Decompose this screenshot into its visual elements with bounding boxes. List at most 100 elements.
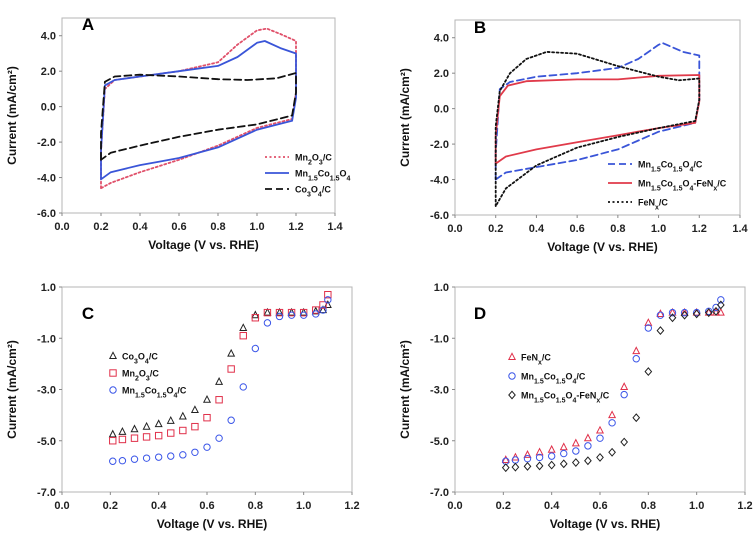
legend-c-3-marker <box>109 386 117 394</box>
data-point <box>656 311 665 319</box>
data-point <box>215 434 223 442</box>
data-point <box>680 308 689 317</box>
panel-label-d: D <box>474 304 486 323</box>
data-point <box>263 319 272 327</box>
data-point <box>680 307 689 316</box>
series-d-1 <box>501 307 725 464</box>
data-point <box>656 309 665 317</box>
series-d-2 <box>502 296 725 465</box>
data-point <box>324 290 332 299</box>
data-point <box>239 383 247 391</box>
y-tick-label: -2.0 <box>430 139 449 151</box>
data-point <box>312 306 320 314</box>
legend-b-2: Mn1.5Co1.5O4-FeNx/C <box>608 179 727 193</box>
data-point <box>263 307 272 316</box>
y-axis-label: Current (mA/cm²) <box>398 68 412 167</box>
data-point <box>190 405 199 414</box>
series-c-2 <box>109 290 332 445</box>
y-tick-label: 4.0 <box>41 31 56 43</box>
x-tick-label: 0.4 <box>132 221 148 233</box>
x-tick-label: 0.8 <box>248 500 263 512</box>
data-point <box>251 314 260 322</box>
panel-a: 0.0 0.2 0.4 0.6 0.8 1.0 1.2 1.4 4.0 2.0 0.0 -2.0 -4.… <box>5 15 350 252</box>
legend-d-1-marker <box>507 352 517 361</box>
data-point <box>227 365 235 373</box>
legend-d-2-label: Mn1.5Co1.5O4/C <box>521 372 586 386</box>
series-a-3-curve <box>100 72 297 161</box>
data-point <box>644 318 653 326</box>
legend-b-2-label: Mn1.5Co1.5O4-FeNx/C <box>638 179 727 193</box>
data-point <box>584 442 592 450</box>
y-tick-label: -5.0 <box>37 436 56 448</box>
x-tick-label: 0.2 <box>93 221 108 233</box>
data-point <box>109 437 117 445</box>
y-tick-label: 2.0 <box>434 68 449 80</box>
data-point <box>511 462 520 472</box>
data-point <box>251 344 260 353</box>
y-tick-label: -6.0 <box>37 208 56 220</box>
data-point <box>596 452 604 462</box>
x-axis-label: Voltage (V vs. RHE) <box>550 517 660 531</box>
data-point <box>275 312 284 321</box>
data-point <box>275 308 284 317</box>
data-point <box>608 410 617 419</box>
legend-d-1: FeNx/C <box>507 352 551 366</box>
legend-b-1: Mn1.5Co1.5O4/C <box>608 160 703 174</box>
y-tick-label: -7.0 <box>430 487 449 499</box>
data-point <box>704 307 713 316</box>
x-axis-label: Voltage (V vs. RHE) <box>148 238 258 252</box>
data-point <box>154 453 163 461</box>
series-a-2-curve <box>100 40 297 181</box>
x-tick-label: 1.0 <box>249 221 264 233</box>
legend-d-2-marker <box>508 372 516 380</box>
series-b-1-curve <box>494 42 701 181</box>
data-point <box>632 346 641 355</box>
data-point <box>547 444 556 453</box>
legend-a-3-label: Co3O4/C <box>295 185 331 199</box>
legend-a-2-label: Mn1.5Co1.5O4 <box>295 169 350 183</box>
y-tick-label: 0.0 <box>41 102 56 114</box>
x-tick-label: 0.8 <box>610 223 625 235</box>
data-point <box>179 451 187 459</box>
data-point <box>705 307 713 316</box>
x-tick-label: 0.6 <box>592 500 607 512</box>
x-tick-label: 0.0 <box>447 500 462 512</box>
legend-b-1-label: Mn1.5Co1.5O4/C <box>638 160 703 174</box>
data-point <box>227 348 236 357</box>
x-tick-label: 0.6 <box>199 500 214 512</box>
data-point <box>584 456 592 466</box>
legend-d-2: Mn1.5Co1.5O4/C <box>508 372 586 386</box>
y-tick-label: 4.0 <box>434 33 449 45</box>
data-point <box>595 425 605 434</box>
y-tick-label: 1.0 <box>41 282 56 294</box>
data-point <box>547 460 556 470</box>
data-point <box>130 434 139 442</box>
data-point <box>154 431 163 440</box>
y-tick-label: -1.0 <box>430 333 449 345</box>
data-point <box>227 416 235 424</box>
data-point <box>130 424 139 433</box>
panel-b: 0.0 0.2 0.4 0.6 0.8 1.0 1.2 1.4 4.0 2.0 0.0 -2.0 -4.… <box>398 18 749 254</box>
data-point <box>559 459 568 469</box>
series-c-3 <box>109 296 332 465</box>
plot-frame-b <box>454 19 741 216</box>
data-point <box>668 307 677 316</box>
x-tick-label: 1.2 <box>692 223 707 235</box>
data-point <box>620 382 629 390</box>
data-point <box>142 433 151 441</box>
data-point <box>596 434 604 442</box>
x-tick-label: 1.0 <box>689 500 704 512</box>
legend-a-1-label: Mn2O3/C <box>295 153 332 167</box>
x-tick-label: 0.2 <box>488 223 503 235</box>
data-point <box>608 419 616 427</box>
data-point <box>166 415 175 424</box>
data-point <box>523 450 532 458</box>
legend-c-1-label: Co3O4/C <box>122 352 158 366</box>
legend-b-3-label: FeNx/C <box>638 198 668 212</box>
data-point <box>583 433 592 442</box>
series-d-3 <box>501 300 725 473</box>
x-tick-label: 0.2 <box>496 500 511 512</box>
data-point <box>167 452 175 460</box>
series-a-1-curve <box>100 27 297 190</box>
